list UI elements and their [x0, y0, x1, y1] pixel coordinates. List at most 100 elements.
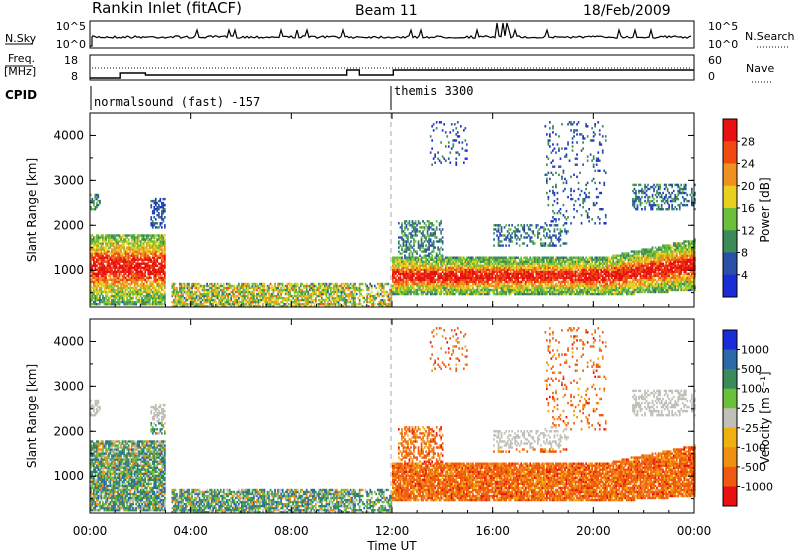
power-cell — [460, 264, 462, 267]
power-cell — [236, 286, 239, 290]
power-cell — [437, 290, 439, 294]
power-cell — [411, 270, 414, 273]
power-cell — [130, 264, 133, 267]
power-cell — [102, 294, 104, 298]
power-cell — [115, 238, 118, 241]
power-cell — [141, 292, 143, 296]
power-cell — [467, 268, 470, 271]
power-cell — [100, 260, 103, 263]
power-cell — [127, 276, 130, 280]
power-cell — [367, 288, 370, 292]
power-cell — [395, 266, 397, 269]
power-cell — [139, 300, 142, 304]
power-cell — [408, 262, 411, 265]
power-cell — [269, 296, 272, 300]
power-cell — [482, 260, 485, 263]
power-cell — [452, 129, 455, 132]
power-cell — [102, 258, 104, 261]
power-cell — [91, 274, 94, 278]
power-cell — [497, 258, 500, 261]
power-cell — [231, 294, 234, 298]
power-cell — [224, 294, 227, 298]
power-cell — [327, 286, 329, 290]
power-cell — [521, 284, 524, 288]
power-cell — [151, 294, 154, 298]
power-cell — [257, 290, 260, 294]
power-cell — [133, 260, 136, 263]
power-cell — [450, 282, 453, 286]
power-cell — [431, 288, 433, 292]
power-cell — [441, 254, 444, 257]
power-cell — [410, 232, 412, 235]
power-cell — [537, 268, 539, 271]
power-cell — [136, 270, 139, 273]
power-cell — [331, 305, 334, 308]
power-cell — [191, 294, 193, 298]
power-cell — [484, 292, 486, 296]
power-cell — [482, 280, 485, 284]
power-cell — [139, 252, 142, 255]
power-cell — [158, 286, 160, 290]
power-cell — [417, 284, 420, 288]
power-cell — [111, 270, 113, 273]
power-cell — [117, 298, 119, 302]
power-cell — [109, 252, 112, 255]
power-cell — [203, 294, 205, 298]
power-cell — [473, 266, 476, 269]
power-cell — [530, 224, 533, 227]
power-cell — [129, 298, 131, 302]
power-cell — [162, 210, 165, 213]
power-cell — [428, 244, 430, 247]
power-cell — [108, 303, 110, 306]
power-cell — [491, 262, 494, 265]
power-cell — [508, 244, 510, 247]
power-cell — [315, 288, 317, 292]
power-cell — [112, 258, 115, 261]
power-cell — [506, 270, 509, 273]
power-cell — [106, 286, 109, 290]
power-cell — [147, 238, 150, 241]
power-cell — [219, 298, 222, 302]
power-cell — [150, 244, 153, 247]
power-cell — [105, 236, 107, 239]
power-cell — [275, 298, 278, 302]
power-cell — [435, 288, 438, 292]
power-cell — [186, 282, 189, 286]
power-cell — [97, 242, 100, 245]
power-cell — [361, 282, 364, 286]
power-cell — [349, 300, 352, 304]
power-cell — [515, 256, 518, 259]
power-cell — [263, 292, 266, 296]
power-cell — [161, 254, 163, 257]
power-cell — [450, 276, 453, 280]
power-cell — [466, 274, 468, 278]
power-cell — [301, 288, 304, 292]
power-cell — [401, 236, 403, 239]
power-cell — [114, 234, 116, 237]
power-cell — [100, 292, 103, 296]
power-cell — [161, 252, 163, 255]
power-cell — [478, 276, 480, 280]
power-cell — [260, 282, 263, 286]
power-cell — [112, 303, 115, 306]
power-cell — [461, 286, 464, 290]
power-cell — [259, 282, 261, 286]
power-cell — [145, 242, 148, 245]
power-cell — [271, 292, 273, 296]
power-cell — [324, 300, 326, 304]
power-cell — [470, 262, 473, 265]
power-cell — [413, 248, 415, 251]
power-cell — [423, 280, 426, 284]
power-cell — [343, 288, 346, 292]
power-cell — [112, 234, 115, 237]
power-cell — [328, 296, 331, 300]
power-cell — [402, 292, 405, 296]
power-cell — [94, 195, 97, 199]
power-cell — [158, 294, 160, 298]
power-cell — [399, 280, 402, 284]
power-cell — [373, 303, 376, 306]
power-cell — [520, 280, 523, 284]
power-cell — [272, 303, 275, 306]
power-cell — [481, 272, 483, 275]
power-cell — [357, 303, 359, 306]
